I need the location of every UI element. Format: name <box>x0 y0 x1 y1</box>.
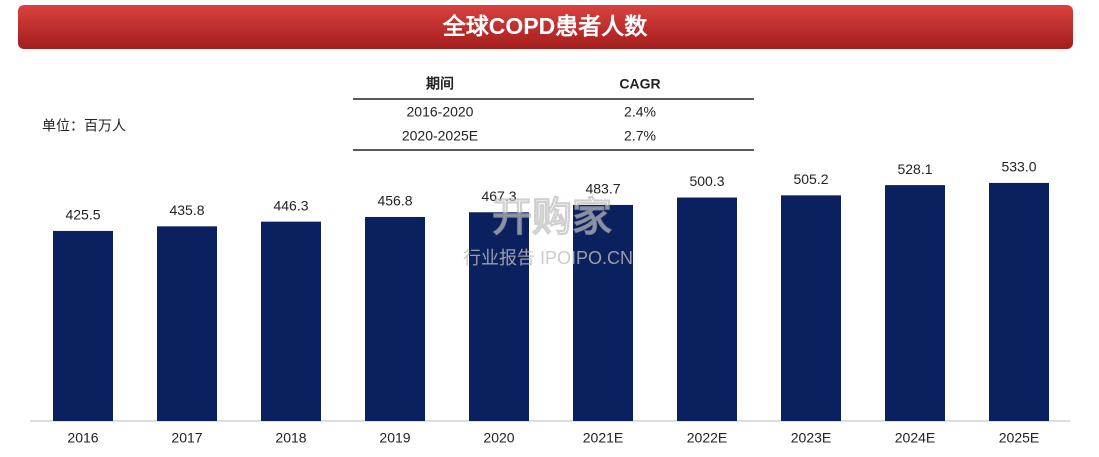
value-label: 500.3 <box>689 173 724 189</box>
bar <box>781 195 841 421</box>
bars: 2016 425.5 2017 435.8 2018 446.3 2019 456.8 2020… <box>53 159 1049 446</box>
x-tick-label: 2018 <box>275 430 306 446</box>
value-label: 528.1 <box>897 161 932 177</box>
chart-title: 全球COPD患者人数 <box>442 13 648 39</box>
x-tick-label: 2022E <box>687 430 727 446</box>
value-label: 505.2 <box>793 171 828 187</box>
x-tick-label: 2020 <box>483 430 514 446</box>
bar <box>53 230 113 421</box>
bar <box>157 226 217 421</box>
bar <box>261 221 321 421</box>
x-tick-label: 2024E <box>895 430 935 446</box>
x-tick-label: 2019 <box>379 430 410 446</box>
bar <box>573 204 633 421</box>
table-cell: 2.4% <box>624 104 656 120</box>
watermark: 行业报告 IPOIPO.CN <box>463 248 633 268</box>
table-header: 期间 <box>426 76 454 92</box>
value-label: 467.3 <box>481 188 516 204</box>
x-tick-label: 2017 <box>171 430 202 446</box>
value-label: 533.0 <box>1001 159 1036 175</box>
x-tick-label: 2016 <box>67 430 98 446</box>
x-tick-label: 2025E <box>999 430 1039 446</box>
table-cell: 2.7% <box>624 128 656 144</box>
bar <box>885 185 945 421</box>
watermark: 开购家 <box>492 196 612 240</box>
unit-label: 单位：百万人 <box>42 118 126 134</box>
bar <box>469 212 529 421</box>
x-tick-label: 2023E <box>791 430 831 446</box>
value-label: 435.8 <box>169 202 204 218</box>
table-header: CAGR <box>619 76 660 92</box>
bar <box>677 197 737 421</box>
bar <box>365 216 425 421</box>
value-label: 456.8 <box>377 193 412 209</box>
title-banner <box>18 5 1073 49</box>
bar <box>989 182 1049 421</box>
value-label: 483.7 <box>585 181 620 197</box>
value-label: 425.5 <box>65 207 100 223</box>
value-label: 446.3 <box>273 197 308 213</box>
table-cell: 2020-2025E <box>402 128 478 144</box>
x-tick-label: 2021E <box>583 430 623 446</box>
table-cell: 2016-2020 <box>407 104 474 120</box>
